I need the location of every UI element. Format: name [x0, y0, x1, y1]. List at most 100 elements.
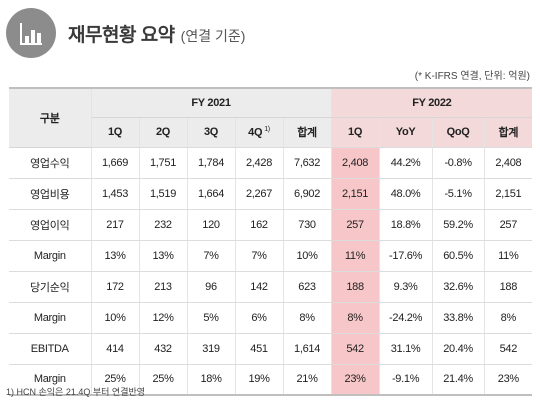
- table-cell: 188: [484, 271, 533, 303]
- title-main: 재무현황 요약: [68, 24, 175, 46]
- unit-note: (* K-IFRS 연결, 단위: 억원): [414, 71, 530, 82]
- table-cell: 8%: [484, 302, 533, 334]
- table-cell: 21%: [283, 364, 332, 396]
- row-label: Margin: [9, 240, 92, 272]
- header: 재무현황 요약 (연결 기준): [6, 8, 245, 58]
- financial-summary-table: 구분 FY 2021 FY 2022 1Q 2Q 3Q 4Q 1) 합계 1Q Y…: [9, 87, 533, 396]
- table-cell: 257: [331, 209, 380, 241]
- row-label: Margin: [9, 302, 92, 334]
- table-cell: -0.8%: [432, 147, 485, 179]
- table-cell: 414: [91, 333, 140, 365]
- table-cell: 21.4%: [432, 364, 485, 396]
- row-label: 영업수익: [9, 147, 92, 179]
- page-title: 재무현황 요약 (연결 기준): [68, 20, 245, 47]
- table-cell: 96: [187, 271, 236, 303]
- table-cell: 23%: [484, 364, 533, 396]
- footnote-mark: 1): [264, 125, 270, 133]
- table-cell: 1,784: [187, 147, 236, 179]
- table-cell: 7%: [235, 240, 284, 272]
- table-cell: 1,751: [139, 147, 188, 179]
- table-cell: 44.2%: [379, 147, 433, 179]
- table-cell: 10%: [283, 240, 332, 272]
- table-cell: 2,408: [484, 147, 533, 179]
- table-row: EBITDA 414 432 319 451 1,614 542 31.1% 20.4% 542: [9, 333, 533, 365]
- table-cell: 7%: [187, 240, 236, 272]
- table-cell: 432: [139, 333, 188, 365]
- table-row: 영업비용 1,453 1,519 1,664 2,267 6,902 2,151 48.0% -…: [9, 178, 533, 210]
- table-row: Margin 13% 13% 7% 7% 10% 11% -17.6% 60.5% 11%: [9, 240, 533, 272]
- table-cell: 5%: [187, 302, 236, 334]
- table-cell: -24.2%: [379, 302, 433, 334]
- col-header: QoQ: [432, 117, 485, 148]
- table-cell: 542: [331, 333, 380, 365]
- row-label: Margin: [9, 364, 92, 396]
- table-cell: 2,151: [331, 178, 380, 210]
- row-label: EBITDA: [9, 333, 92, 365]
- row-label: 영업이익: [9, 209, 92, 241]
- table-row: 영업이익 217 232 120 162 730 257 18.8% 59.2% 257: [9, 209, 533, 241]
- table-cell: 9.3%: [379, 271, 433, 303]
- col-header: 3Q: [187, 117, 236, 148]
- table-row: Margin 10% 12% 5% 6% 8% 8% -24.2% 33.8% 8%: [9, 302, 533, 334]
- table-cell: 217: [91, 209, 140, 241]
- table-cell: 1,614: [283, 333, 332, 365]
- table-cell: 257: [484, 209, 533, 241]
- table-cell: 542: [484, 333, 533, 365]
- col-header-4q: 4Q 1): [235, 117, 284, 148]
- col-header: 합계: [484, 117, 533, 148]
- table-cell: 1,519: [139, 178, 188, 210]
- group-header-fy2021: FY 2021: [91, 88, 332, 118]
- corner-header: 구분: [9, 88, 92, 148]
- col-header: 2Q: [139, 117, 188, 148]
- table-cell: 11%: [484, 240, 533, 272]
- table-cell: 120: [187, 209, 236, 241]
- table-cell: 451: [235, 333, 284, 365]
- row-label: 당기순익: [9, 271, 92, 303]
- table-cell: 48.0%: [379, 178, 433, 210]
- table-cell: 11%: [331, 240, 380, 272]
- col-header: 1Q: [331, 117, 380, 148]
- table-cell: 8%: [283, 302, 332, 334]
- table-cell: 6%: [235, 302, 284, 334]
- table-cell: 19%: [235, 364, 284, 396]
- table-cell: 20.4%: [432, 333, 485, 365]
- table-cell: 2,428: [235, 147, 284, 179]
- col-header: YoY: [379, 117, 433, 148]
- table-row: Margin 25% 25% 18% 19% 21% 23% -9.1% 21.4% 23%: [9, 364, 533, 396]
- table-cell: 33.8%: [432, 302, 485, 334]
- table-cell: 7,632: [283, 147, 332, 179]
- table-cell: 2,267: [235, 178, 284, 210]
- table-cell: 59.2%: [432, 209, 485, 241]
- table-cell: 18.8%: [379, 209, 433, 241]
- table-cell: 162: [235, 209, 284, 241]
- header-row-groups: 구분 FY 2021 FY 2022: [9, 88, 533, 148]
- table-cell: 730: [283, 209, 332, 241]
- col-header: 합계: [283, 117, 332, 148]
- table-cell: 319: [187, 333, 236, 365]
- table-cell: 142: [235, 271, 284, 303]
- table-cell: 188: [331, 271, 380, 303]
- table-cell: -17.6%: [379, 240, 433, 272]
- bar-chart-icon: [6, 8, 56, 58]
- table-cell: 6,902: [283, 178, 332, 210]
- table-cell: 13%: [139, 240, 188, 272]
- table-body: 영업수익 1,669 1,751 1,784 2,428 7,632 2,408 44.2% -…: [9, 147, 533, 396]
- table-cell: 8%: [331, 302, 380, 334]
- table-cell: 232: [139, 209, 188, 241]
- table-row: 영업수익 1,669 1,751 1,784 2,428 7,632 2,408 44.2% -…: [9, 147, 533, 179]
- table-cell: 12%: [139, 302, 188, 334]
- group-header-fy2022: FY 2022: [331, 88, 533, 118]
- table-cell: 1,669: [91, 147, 140, 179]
- table-cell: 13%: [91, 240, 140, 272]
- table-cell: -5.1%: [432, 178, 485, 210]
- footnote: 1) HCN 손익은 21.4Q 부터 연결반영: [6, 387, 146, 397]
- table-row: 당기순익 172 213 96 142 623 188 9.3% 32.6% 188: [9, 271, 533, 303]
- table-cell: 172: [91, 271, 140, 303]
- row-label: 영업비용: [9, 178, 92, 210]
- table-cell: 25%: [139, 364, 188, 396]
- table-cell: 31.1%: [379, 333, 433, 365]
- table-cell: 1,664: [187, 178, 236, 210]
- col-header: 1Q: [91, 117, 140, 148]
- table-cell: -9.1%: [379, 364, 433, 396]
- table-cell: 2,408: [331, 147, 380, 179]
